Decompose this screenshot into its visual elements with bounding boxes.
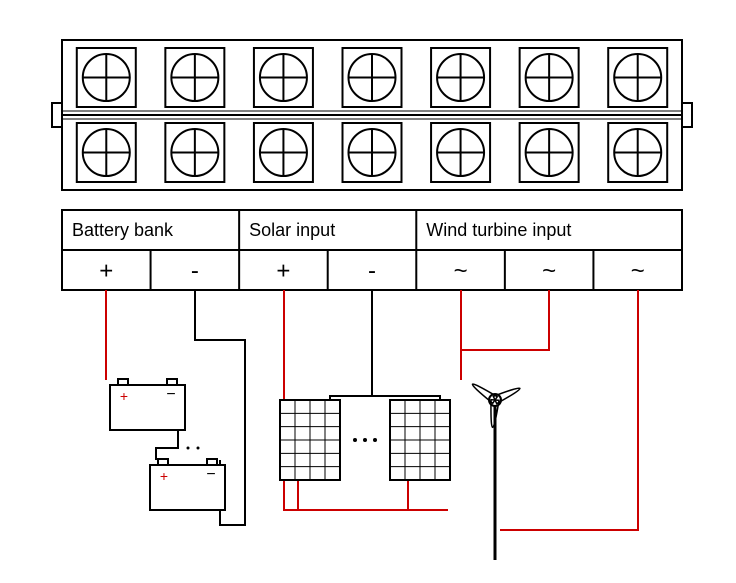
wiring-diagram: Battery bank + - Solar input + - Wind turbine … <box>0 0 736 583</box>
terminal-symbol: + <box>276 257 290 284</box>
terminal-symbol: ~ <box>542 257 556 284</box>
battery: +− <box>150 459 225 510</box>
section-label: Battery bank <box>72 220 174 240</box>
terminal-symbol: - <box>191 257 199 284</box>
wind-turbine <box>472 384 520 560</box>
ellipsis-dot <box>373 438 377 442</box>
terminal-symbol: ~ <box>631 257 645 284</box>
battery-minus: − <box>206 466 215 483</box>
solar-panel <box>390 400 450 480</box>
terminal-symbol: ~ <box>454 257 468 284</box>
label-block: Battery bank + - Solar input + - Wind turbine … <box>62 210 682 290</box>
terminal-symbol: + <box>99 257 113 284</box>
solar-panel <box>280 400 340 480</box>
battery: +− <box>110 379 185 430</box>
section-label: Solar input <box>249 220 335 240</box>
ellipsis-dot <box>363 438 367 442</box>
ellipsis-dot <box>353 438 357 442</box>
terminal-block <box>52 40 692 190</box>
battery-minus: − <box>166 386 175 403</box>
battery-plus: + <box>120 388 128 404</box>
terminal-symbol: - <box>368 257 376 284</box>
battery-plus: + <box>160 468 168 484</box>
section-label: Wind turbine input <box>426 220 571 240</box>
